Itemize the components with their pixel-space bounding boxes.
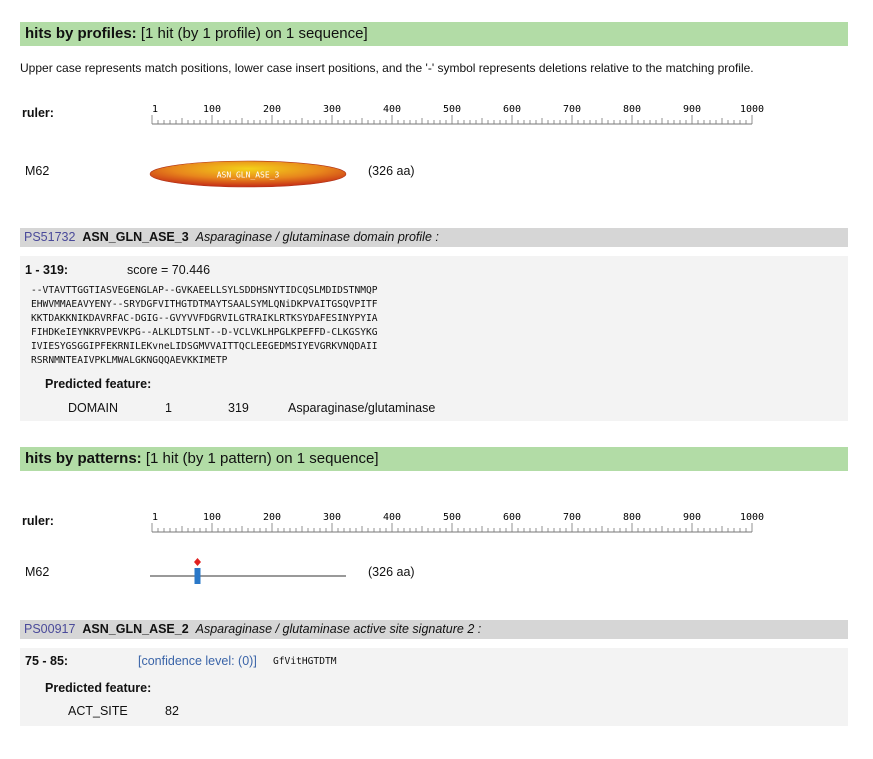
hit-range: 75 - 85:: [25, 654, 69, 668]
ruler-tick-label: 400: [383, 512, 401, 523]
summary: [1 hit (by 1 profile) on 1 sequence]: [140, 25, 368, 42]
alignment-line: KKTDAKKNIKDAVRFAC-DGIG--GVYVVFDGRVILGTRA…: [31, 313, 378, 324]
alignment-line: --VTAVTTGGTIASVEGENGLAP--GVKAEELLSYLSDDH…: [31, 285, 378, 296]
hit-description: Asparaginase / glutaminase domain profil…: [195, 230, 439, 244]
feature-end: 319: [228, 401, 249, 415]
ruler-tick-label: 800: [623, 512, 641, 523]
patterns-heading-bar: hits by patterns: [1 hit (by 1 pattern) …: [20, 447, 848, 471]
profiles-heading-bar: hits by profiles: [1 hit (by 1 profile) …: [20, 22, 848, 46]
feature-start: 1: [165, 401, 172, 415]
alignment-line: IVIESYGSGGIPFEKRNILEKvneLIDSGMVVAITTQCLE…: [31, 341, 378, 352]
feature-position: 82: [165, 704, 179, 718]
alignment-line: RSRNMNTEAIVPKLMWALGKNGQQAEVKKIMETP: [31, 355, 228, 366]
hit-header: PS00917 ASN_GLN_ASE_2 Asparaginase / glu…: [20, 620, 848, 639]
ruler-label: ruler:: [22, 106, 54, 120]
feature-heading: Predicted feature:: [45, 681, 152, 695]
match-sequence: GfVitHGTDTM: [273, 656, 337, 667]
accession[interactable]: PS51732: [24, 230, 76, 244]
ruler-tick-label: 1: [152, 512, 158, 523]
ruler-tick-label: 700: [563, 104, 581, 115]
ruler-tick-label: 900: [683, 104, 701, 115]
ruler-tick-label: 500: [443, 104, 461, 115]
domain-ellipse[interactable]: [149, 160, 347, 188]
hit-name: ASN_GLN_ASE_3: [82, 230, 189, 244]
sequence-name: M62: [25, 164, 50, 178]
ruler-tick-label: 700: [563, 512, 581, 523]
heading: hits by profiles:: [25, 25, 137, 42]
alignment-line: EHWVMMAEAVYENY--SRYDGFVITHGTDTMAYTSAALSY…: [31, 299, 378, 310]
alignment-line: FIHDKeIEYNKRVPEVKPG--ALKLDTSLNT--D-VCLVK…: [31, 327, 378, 338]
confidence-link[interactable]: [confidence level: (0)]: [138, 654, 257, 668]
ruler-tick-label: 900: [683, 512, 701, 523]
ruler-tick-label: 100: [203, 104, 221, 115]
summary: [1 hit (by 1 pattern) on 1 sequence]: [145, 450, 379, 467]
pattern-site[interactable]: [194, 568, 201, 584]
feature-type: ACT_SITE: [68, 704, 128, 718]
ruler-tick-label: 600: [503, 104, 521, 115]
hit-range: 1 - 319:: [25, 263, 69, 277]
accession[interactable]: PS00917: [24, 622, 76, 636]
hit-score: score = 70.446: [127, 263, 211, 277]
ruler-label: ruler:: [22, 514, 54, 528]
feature-type: DOMAIN: [68, 401, 118, 415]
sequence-name: M62: [25, 565, 50, 579]
hit-details: [20, 256, 848, 421]
domain-label: ASN_GLN_ASE_3: [217, 171, 280, 180]
hit-description: Asparaginase / glutaminase active site s…: [195, 622, 482, 636]
hit-details: [20, 648, 848, 726]
ruler-tick-label: 400: [383, 104, 401, 115]
ruler-tick-label: 200: [263, 104, 281, 115]
hit-header: PS51732 ASN_GLN_ASE_3 Asparaginase / glu…: [20, 228, 848, 247]
ruler-tick-label: 1000: [740, 104, 764, 115]
hit-name: ASN_GLN_ASE_2: [82, 622, 189, 636]
site-marker: [194, 558, 201, 566]
ruler-tick-label: 600: [503, 512, 521, 523]
ruler-tick-label: 1: [152, 104, 158, 115]
ruler-tick-label: 500: [443, 512, 461, 523]
note: Upper case represents match positions, l…: [20, 61, 754, 75]
ruler-tick-label: 300: [323, 104, 341, 115]
alignment: --VTAVTTGGTIASVEGENGLAP--GVKAEELLSYLSDDH…: [31, 284, 378, 368]
ruler-tick-label: 100: [203, 512, 221, 523]
heading: hits by patterns:: [25, 450, 142, 467]
feature-heading: Predicted feature:: [45, 377, 152, 391]
sequence-length: (326 aa): [368, 164, 415, 178]
ruler-tick-label: 300: [323, 512, 341, 523]
ruler-tick-label: 200: [263, 512, 281, 523]
ruler-tick-label: 800: [623, 104, 641, 115]
feature-description: Asparaginase/glutaminase: [288, 401, 436, 415]
ruler-tick-label: 1000: [740, 512, 764, 523]
sequence-length: (326 aa): [368, 565, 415, 579]
